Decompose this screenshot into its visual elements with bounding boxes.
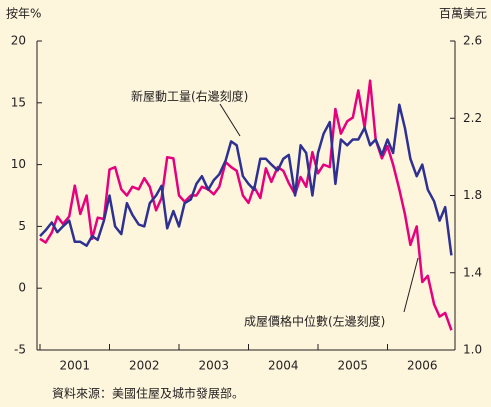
y-tick-label: 5 [18,219,26,233]
y2-tick-label: 1.0 [463,343,482,357]
y2-tick-label: 1.8 [463,188,482,202]
y2-tick-label: 2.6 [463,34,482,48]
x-tick-label: 2003 [198,359,229,373]
series-line [39,79,453,331]
x-tick-label: 2002 [129,359,160,373]
y2-tick-label: 1.4 [463,265,482,279]
x-tick-label: 2001 [59,359,90,373]
y-axis-label: 按年% [6,7,41,21]
x-tick-label: 2005 [337,359,368,373]
y-tick-label: 20 [11,34,26,48]
annotation-pointer [403,257,419,313]
series-label: 新屋動工量(右邊刻度) [131,89,248,104]
y2-tick-label: 2.2 [463,111,482,125]
y-tick-label: 10 [11,157,26,171]
series-label: 成屋價格中位數(左邊刻度) [244,314,385,329]
y-tick-label: 0 [18,281,26,295]
x-tick-label: 2006 [407,359,438,373]
series-line [39,103,453,256]
y2-axis-label: 百萬美元 [439,7,487,21]
y-tick-label: 15 [11,95,26,109]
source: 資料來源：美國住屋及城市發展部。 [52,386,244,401]
x-tick-label: 2004 [268,359,299,373]
annotation-pointer [219,103,241,137]
y-tick-label: -5 [14,343,26,357]
